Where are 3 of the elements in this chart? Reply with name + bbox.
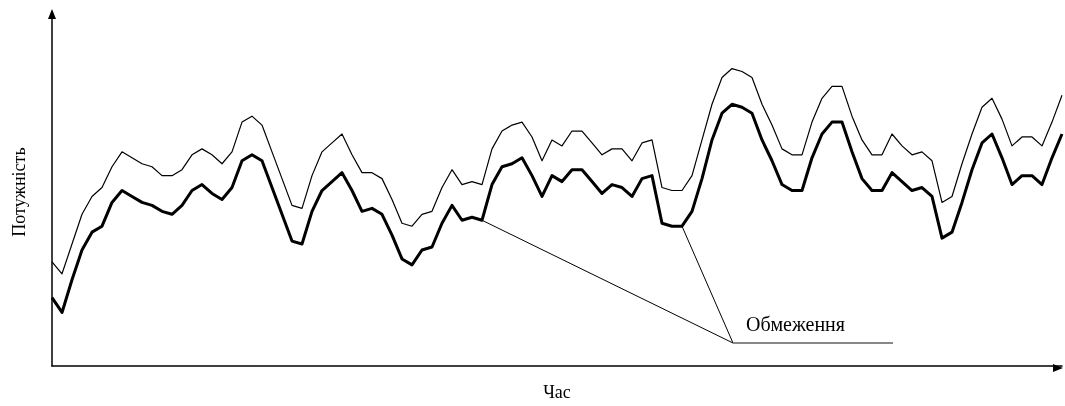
annotation: Обмеження [746,313,845,336]
x-axis-title: Час [543,382,571,402]
y-axis-title: Потужність [9,147,29,237]
